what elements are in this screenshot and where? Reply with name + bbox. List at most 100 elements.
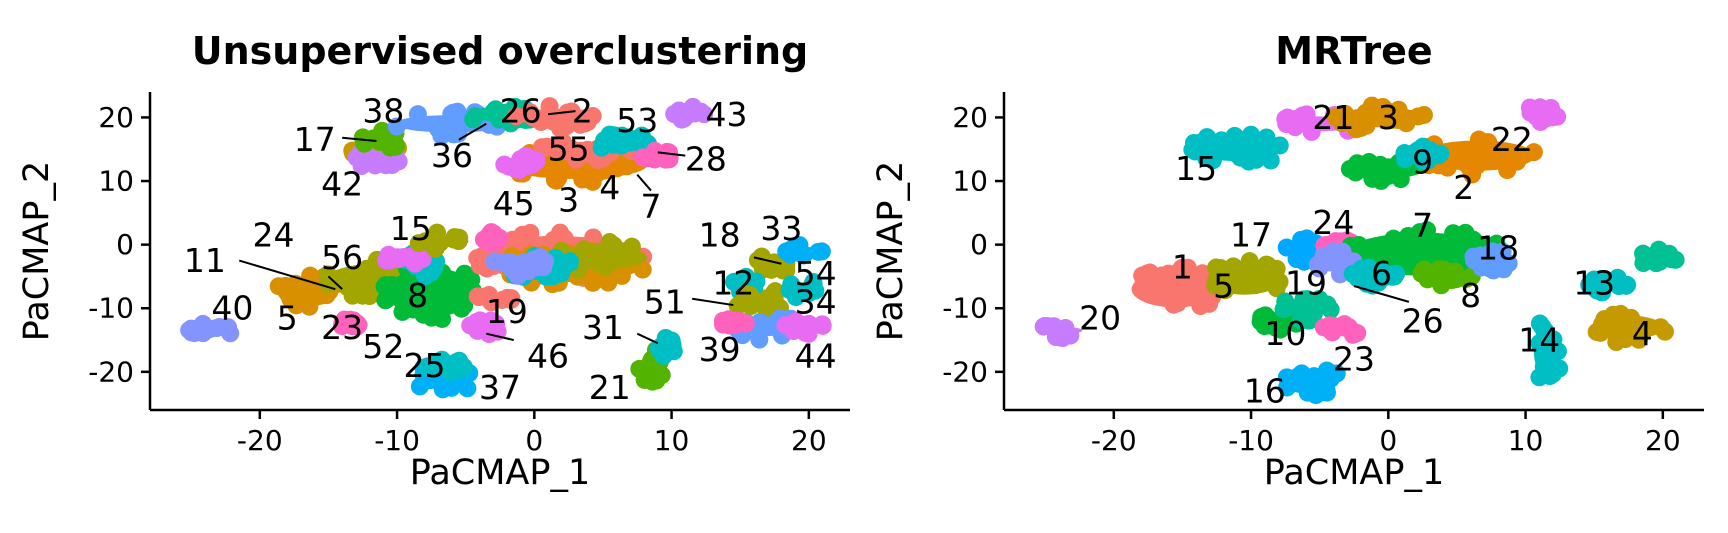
label-leader-line: [753, 256, 782, 265]
data-point: [748, 251, 767, 270]
data-point: [277, 279, 296, 298]
x-tick-label: 10: [654, 424, 690, 457]
data-point: [1207, 258, 1226, 277]
data-point: [1270, 136, 1289, 155]
cluster-points: [1277, 361, 1346, 405]
data-point: [1313, 369, 1332, 388]
data-point: [387, 117, 406, 136]
data-point: [612, 266, 631, 285]
data-point: [755, 317, 774, 336]
cluster-points: [1274, 290, 1340, 330]
data-point: [736, 314, 755, 333]
data-point: [361, 274, 380, 293]
data-point: [1467, 156, 1486, 175]
chart-title: Unsupervised overclustering: [192, 29, 808, 73]
cluster-label: 1: [1172, 247, 1193, 286]
cluster-label: 5: [277, 298, 298, 337]
data-point: [1629, 330, 1648, 349]
data-point: [375, 277, 394, 296]
cluster-label: 28: [685, 139, 727, 178]
y-tick-label: 0: [116, 228, 134, 261]
data-point: [1494, 252, 1513, 271]
cluster-label: 53: [616, 101, 658, 140]
data-point: [607, 159, 626, 178]
data-point: [578, 141, 597, 160]
cluster-label: 5: [1213, 266, 1234, 305]
cluster-label: 37: [479, 368, 521, 407]
data-point: [1412, 141, 1431, 160]
cluster-label: 3: [558, 181, 579, 220]
data-point: [1298, 383, 1317, 402]
data-point: [647, 371, 666, 390]
data-point: [1521, 103, 1540, 122]
data-point: [1317, 383, 1336, 402]
cluster-label: 18: [699, 216, 741, 255]
cluster-points: [1530, 314, 1569, 387]
data-point: [579, 245, 598, 264]
cluster-label: 19: [1285, 263, 1327, 302]
data-point: [210, 318, 229, 337]
data-point: [353, 128, 372, 147]
cluster-points: [1034, 316, 1083, 348]
data-point: [1371, 102, 1390, 121]
cluster-points: [1314, 315, 1367, 344]
cluster-label: 34: [795, 282, 837, 321]
leader-line-layer: [1353, 285, 1410, 303]
data-point: [785, 284, 804, 303]
label-leader-line: [636, 332, 659, 345]
tick-layer: -20 -10 0 10 20 -20 -10 0 10 20: [88, 101, 826, 457]
cluster-points: [495, 146, 546, 180]
data-point: [410, 377, 429, 396]
cluster-label: 12: [712, 263, 754, 302]
cluster-label: 8: [407, 276, 428, 315]
data-point: [409, 234, 428, 253]
data-point: [604, 242, 623, 261]
data-point: [1172, 258, 1191, 277]
data-point: [1340, 159, 1359, 178]
data-point: [1351, 118, 1370, 137]
cluster-points: [649, 328, 683, 365]
chart-title: MRTree: [1275, 29, 1432, 73]
data-point: [1197, 149, 1216, 168]
data-point: [383, 155, 402, 174]
y-axis-label: PaCMAP_2: [17, 161, 57, 341]
y-axis-label: PaCMAP_2: [871, 161, 911, 341]
cluster-points: [1183, 125, 1289, 171]
data-point: [1302, 122, 1321, 141]
data-point: [1540, 367, 1559, 386]
cluster-points: [665, 97, 714, 129]
data-point: [1661, 247, 1680, 266]
cluster-label: 2: [572, 92, 593, 131]
data-point: [1261, 315, 1280, 334]
cluster-label: 26: [1402, 301, 1444, 340]
data-point: [1184, 133, 1203, 152]
cluster-label: 52: [362, 327, 404, 366]
cluster-points: [1520, 98, 1567, 131]
data-point: [1236, 273, 1255, 292]
data-point: [424, 359, 443, 378]
data-point: [343, 286, 362, 305]
cluster-points: [485, 248, 555, 285]
data-point: [486, 100, 505, 119]
data-point: [1223, 142, 1242, 161]
cluster-points: [377, 245, 432, 273]
cluster-label: 19: [486, 292, 528, 331]
cluster-points: [468, 285, 521, 312]
cluster-label: 54: [795, 254, 837, 293]
y-tick-label: 0: [970, 228, 988, 261]
data-point: [1344, 323, 1363, 342]
data-point: [507, 107, 526, 126]
x-tick-label: -10: [1228, 424, 1274, 457]
data-point: [1295, 252, 1314, 271]
cluster-label: 20: [1079, 298, 1121, 337]
cluster-label: 24: [1312, 203, 1354, 242]
x-tick-label: -10: [374, 424, 420, 457]
data-point: [553, 132, 572, 151]
label-leader-line: [547, 110, 576, 116]
data-point: [665, 104, 684, 123]
data-point: [408, 105, 427, 124]
data-point: [629, 130, 648, 149]
y-tick-label: -10: [88, 292, 134, 325]
data-point: [691, 102, 710, 121]
